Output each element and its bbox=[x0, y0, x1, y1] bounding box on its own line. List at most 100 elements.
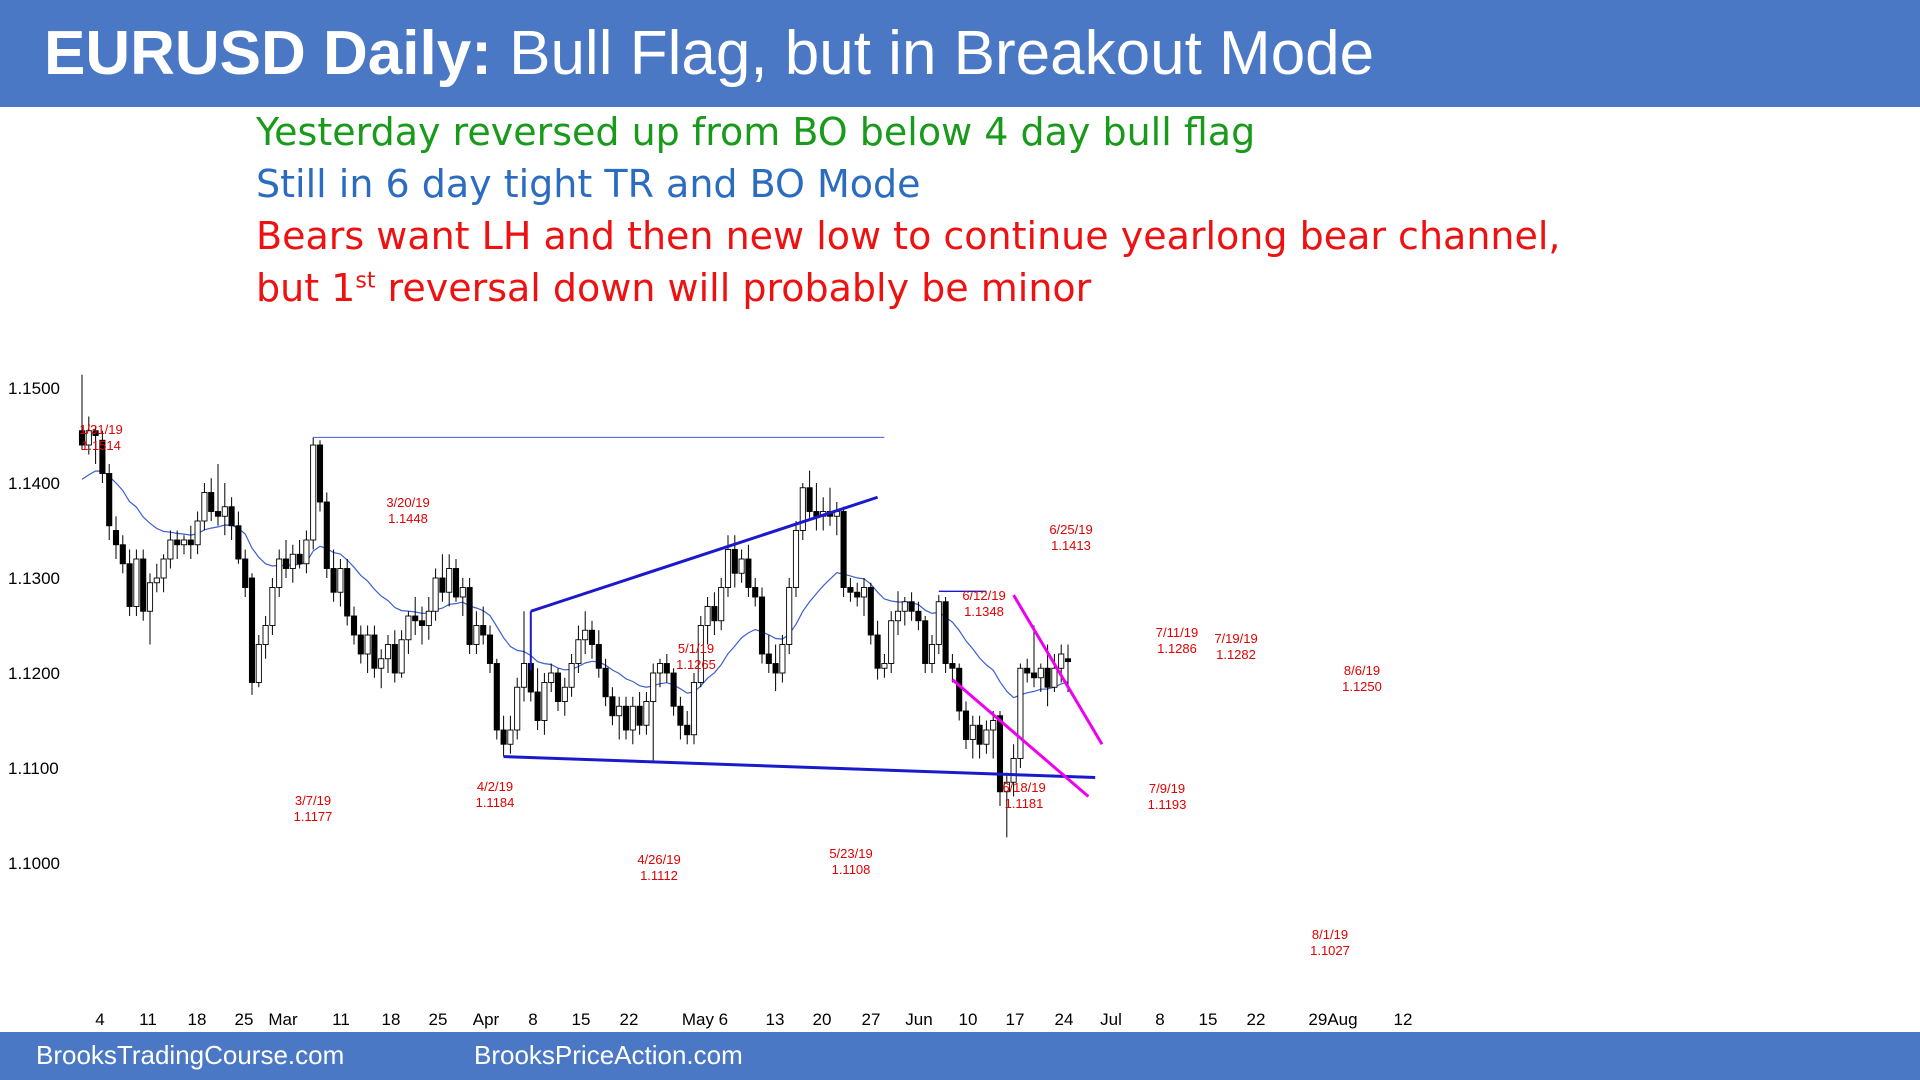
annotation-date: 1/31/19 bbox=[79, 422, 122, 437]
commentary: Yesterday reversed up from BO below 4 da… bbox=[256, 106, 1561, 314]
y-tick-label: 1.1400 bbox=[8, 474, 60, 493]
y-tick-label: 1.1300 bbox=[8, 569, 60, 588]
candle-body bbox=[894, 610, 902, 622]
candle-body bbox=[881, 663, 888, 669]
candle-body bbox=[888, 620, 895, 664]
candle-body bbox=[167, 539, 174, 560]
candle-body bbox=[160, 558, 167, 579]
candle-body bbox=[85, 430, 92, 446]
x-tick-label: 24 bbox=[1055, 1010, 1074, 1029]
candle-body bbox=[962, 710, 970, 740]
candle-body bbox=[622, 705, 630, 731]
candle-body bbox=[459, 587, 466, 598]
candle-body bbox=[554, 672, 562, 702]
candle-body bbox=[779, 644, 786, 674]
annotation-date: 7/19/19 bbox=[1214, 631, 1257, 646]
candle-body bbox=[1017, 667, 1024, 759]
annotation-price: 1.1177 bbox=[294, 809, 333, 824]
title-rest: Bull Flag, but in Breakout Mode bbox=[491, 19, 1375, 88]
x-tick-label: 25 bbox=[429, 1010, 448, 1029]
note-2: Still in 6 day tight TR and BO Mode bbox=[256, 162, 921, 206]
upper-trend-line bbox=[530, 495, 879, 613]
annotation-date: 6/12/19 bbox=[962, 588, 1005, 603]
magenta-upper-line bbox=[1012, 594, 1104, 746]
candle-body bbox=[1024, 667, 1031, 674]
candle-body bbox=[901, 601, 908, 612]
annotation-date: 4/26/19 bbox=[637, 852, 680, 867]
candle-body bbox=[718, 587, 725, 622]
candle-body bbox=[146, 582, 154, 612]
candle-body bbox=[602, 667, 609, 698]
candle-body bbox=[350, 615, 358, 636]
annotation-price: 1.1250 bbox=[1342, 679, 1382, 694]
candles-group bbox=[78, 374, 1072, 838]
title-bold: EURUSD Daily: bbox=[44, 19, 492, 88]
candle-body bbox=[371, 634, 378, 669]
candle-body bbox=[935, 601, 942, 645]
annotation-price: 1.1514 bbox=[81, 438, 121, 453]
candle-body bbox=[214, 511, 222, 517]
candle-body bbox=[99, 439, 106, 474]
candle-body bbox=[983, 729, 990, 745]
x-tick-label: 8 bbox=[528, 1010, 537, 1029]
candle-body bbox=[670, 672, 677, 707]
y-tick-label: 1.1200 bbox=[8, 664, 60, 683]
candle-body bbox=[568, 663, 575, 688]
candle-body bbox=[276, 558, 283, 588]
candle-body bbox=[439, 577, 446, 593]
candle-body bbox=[928, 644, 936, 664]
candle-body bbox=[548, 672, 555, 683]
candle-body bbox=[446, 568, 453, 593]
x-tick-label: 11 bbox=[139, 1010, 157, 1029]
candle-body bbox=[296, 553, 303, 565]
annotation-price: 1.1108 bbox=[832, 862, 871, 877]
candle-body bbox=[303, 539, 310, 565]
x-tick-label: 11 bbox=[332, 1010, 350, 1029]
candle-body bbox=[357, 634, 364, 655]
candle-body bbox=[1030, 672, 1038, 679]
candle-body bbox=[194, 520, 201, 546]
annotation-price: 1.1265 bbox=[676, 657, 716, 672]
candle-body bbox=[1051, 667, 1058, 688]
candle-body bbox=[677, 705, 684, 726]
candle-body bbox=[418, 620, 426, 626]
candle-body bbox=[310, 444, 317, 541]
candle-body bbox=[1037, 667, 1044, 679]
candle-body bbox=[480, 625, 487, 636]
candle-body bbox=[452, 568, 460, 598]
x-tick-label: 18 bbox=[188, 1010, 207, 1029]
candle-body bbox=[174, 539, 181, 546]
candle-body bbox=[412, 615, 419, 622]
candle-body bbox=[520, 663, 528, 688]
annotation-date: 5/23/19 bbox=[829, 846, 872, 861]
annotation-date: 3/7/19 bbox=[295, 793, 331, 808]
candle-body bbox=[486, 634, 494, 664]
note-3: Bears want LH and then new low to contin… bbox=[256, 214, 1561, 258]
x-tick-label: 29Aug bbox=[1308, 1010, 1357, 1029]
x-tick-label: Jul bbox=[1100, 1010, 1122, 1029]
x-tick-label: 12 bbox=[1394, 1010, 1413, 1029]
candle-body bbox=[616, 705, 623, 717]
candle-body bbox=[242, 558, 249, 588]
candle-body bbox=[786, 587, 793, 645]
candle-body bbox=[92, 430, 99, 436]
candle-body bbox=[588, 629, 596, 645]
candle-body bbox=[378, 658, 385, 669]
candle-body bbox=[112, 530, 120, 546]
annotation-date: 3/20/19 bbox=[386, 495, 429, 510]
candle-body bbox=[153, 577, 160, 584]
candle-body bbox=[282, 558, 290, 569]
x-tick-label: Apr bbox=[473, 1010, 500, 1029]
y-tick-label: 1.1500 bbox=[8, 379, 60, 398]
candle-body bbox=[1044, 667, 1051, 688]
candle-body bbox=[323, 501, 330, 569]
candle-body bbox=[847, 587, 854, 593]
candle-body bbox=[534, 691, 541, 721]
magenta-lower-line bbox=[951, 678, 1090, 798]
candle-body bbox=[724, 549, 732, 588]
candle-body bbox=[201, 492, 208, 522]
candle-body bbox=[432, 577, 439, 612]
candle-body bbox=[704, 606, 711, 626]
candle-body bbox=[425, 610, 432, 626]
candle-body bbox=[330, 568, 337, 593]
